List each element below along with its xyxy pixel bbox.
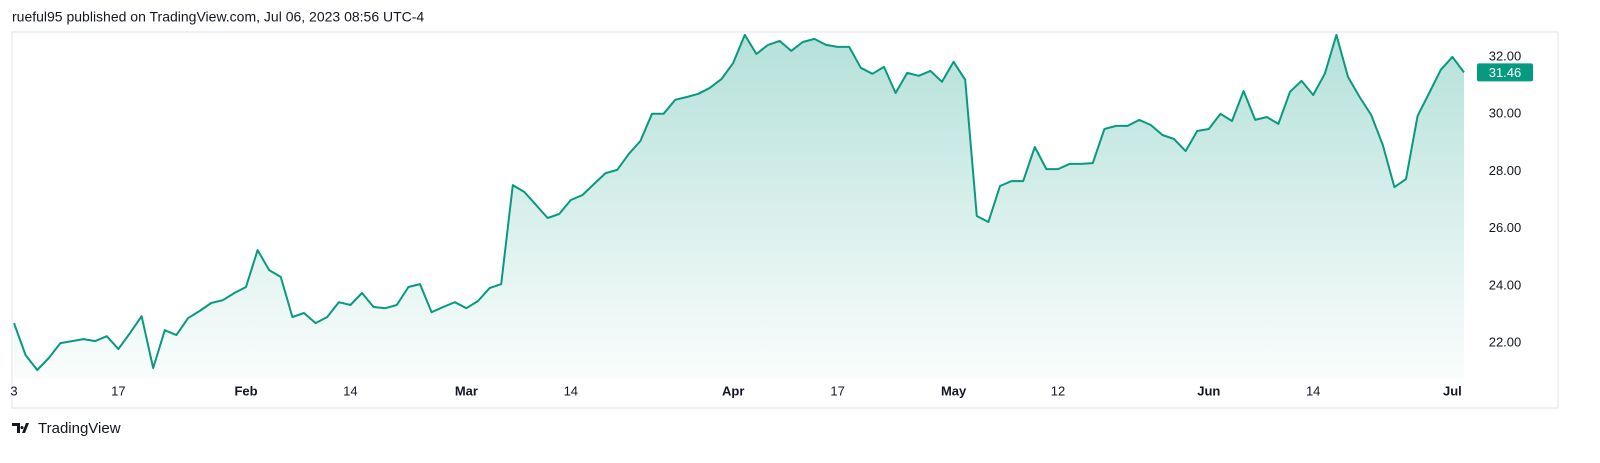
x-tick-label: Mar [455,383,478,398]
y-tick-label: 32.00 [1489,48,1522,63]
y-tick-label: 26.00 [1489,220,1522,235]
header-title: rueful95 published on TradingView.com, J… [12,9,424,25]
footer-brand: TradingView [38,420,121,437]
x-tick-label: 17 [111,383,125,398]
last-price-label: 31.46 [1489,65,1522,80]
x-tick-label: 3 [10,383,17,398]
footer-logo [12,423,29,433]
y-tick-label: 22.00 [1489,335,1522,350]
x-tick-label: Jul [1443,383,1462,398]
x-tick-label: 17 [830,383,844,398]
x-tick-label: 12 [1051,383,1065,398]
x-tick-label: May [941,383,967,398]
last-price-tag [1477,63,1533,82]
area-fill [14,34,1464,378]
x-tick-label: 14 [1306,383,1320,398]
plot [13,33,1465,378]
y-tick-label: 24.00 [1489,277,1522,292]
x-tick-label: 14 [564,383,578,398]
x-tick-label: Jun [1197,383,1220,398]
y-tick-label: 30.00 [1489,106,1522,121]
x-tick-label: 14 [343,383,357,398]
chart-frame [11,31,1559,409]
y-tick-label: 28.00 [1489,163,1522,178]
price-line [13,33,1465,371]
x-tick-label: Feb [234,383,257,398]
x-tick-label: Apr [722,383,744,398]
